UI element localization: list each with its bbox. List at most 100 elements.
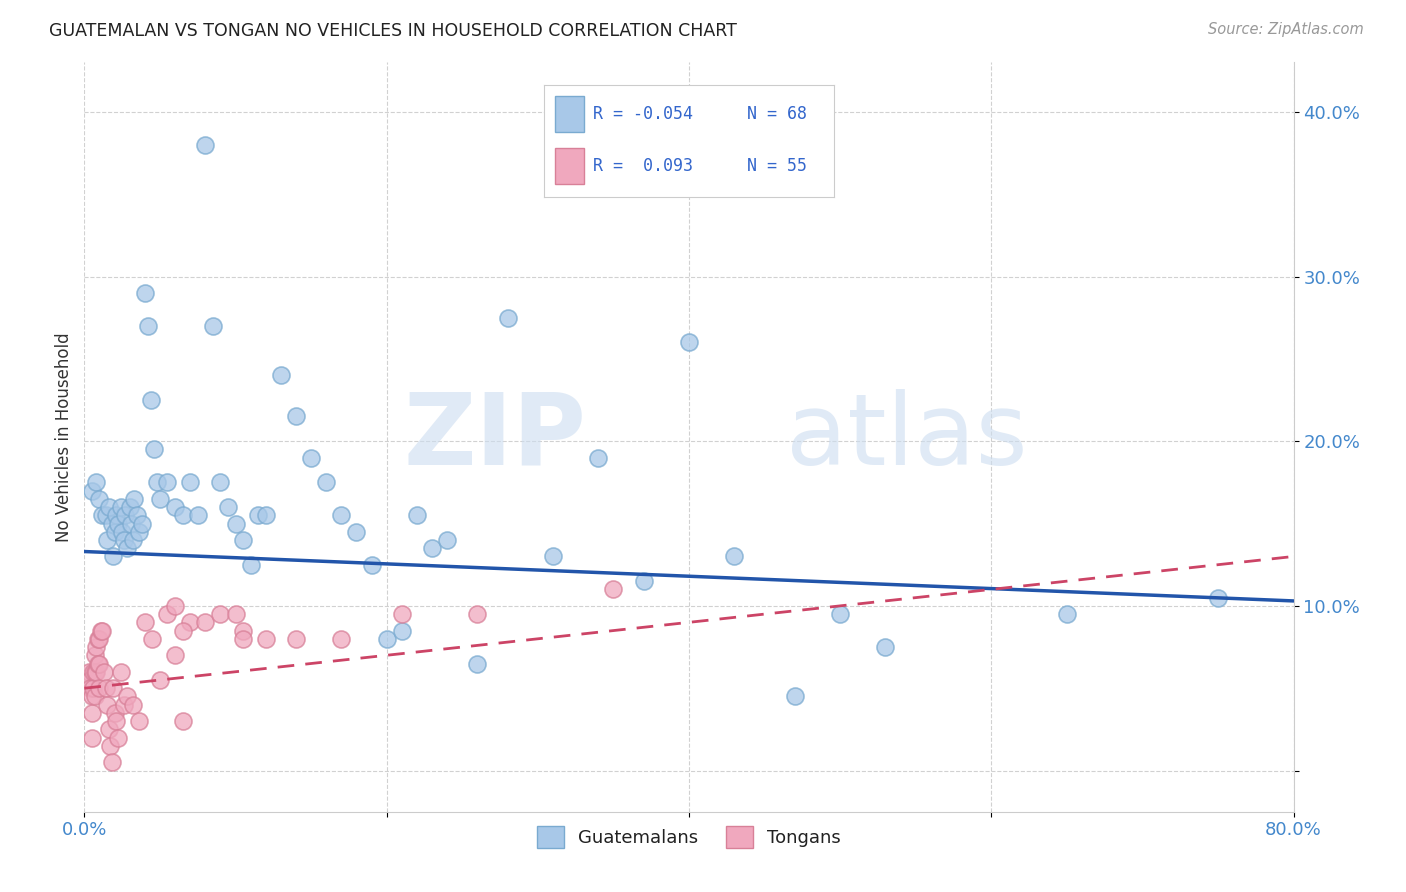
Point: [830, 607, 852, 621]
Text: GUATEMALAN VS TONGAN NO VEHICLES IN HOUSEHOLD CORRELATION CHART: GUATEMALAN VS TONGAN NO VEHICLES IN HOUS…: [49, 22, 737, 40]
Point: [330, 508, 353, 523]
Point: [1206, 591, 1229, 605]
Point: [101, 549, 124, 564]
Point: [187, 508, 209, 523]
Y-axis label: No Vehicles in Household: No Vehicles in Household: [55, 332, 73, 542]
Point: [98, 739, 121, 753]
Point: [360, 558, 382, 572]
Point: [146, 475, 169, 490]
Point: [115, 690, 138, 704]
Point: [201, 318, 224, 333]
Point: [127, 508, 149, 523]
Point: [136, 318, 159, 333]
Point: [149, 673, 172, 687]
Point: [118, 500, 141, 514]
Point: [375, 632, 398, 646]
Point: [86, 640, 108, 654]
Point: [82, 665, 104, 679]
Point: [139, 392, 162, 407]
Point: [121, 533, 143, 547]
Point: [94, 508, 117, 523]
Point: [254, 632, 277, 646]
Point: [77, 665, 100, 679]
Point: [239, 558, 262, 572]
Point: [783, 690, 806, 704]
Point: [93, 665, 115, 679]
Point: [346, 524, 368, 539]
Point: [179, 475, 201, 490]
Point: [330, 632, 353, 646]
Text: Source: ZipAtlas.com: Source: ZipAtlas.com: [1208, 22, 1364, 37]
Point: [84, 648, 107, 663]
Point: [120, 516, 142, 531]
Point: [79, 673, 101, 687]
Point: [97, 500, 120, 514]
Point: [678, 335, 700, 350]
Point: [80, 483, 103, 498]
Point: [156, 607, 179, 621]
Point: [89, 681, 111, 696]
Point: [165, 500, 187, 514]
Point: [420, 541, 443, 556]
Point: [217, 500, 239, 514]
Point: [165, 648, 187, 663]
Point: [104, 524, 127, 539]
Point: [172, 714, 194, 728]
Point: [254, 508, 277, 523]
Point: [87, 657, 110, 671]
Point: [101, 681, 124, 696]
Point: [496, 310, 519, 325]
Point: [112, 698, 135, 712]
Point: [94, 681, 117, 696]
Point: [232, 632, 254, 646]
Point: [100, 516, 122, 531]
Point: [436, 533, 458, 547]
Point: [602, 582, 624, 597]
Point: [467, 607, 489, 621]
Point: [247, 508, 270, 523]
Point: [105, 508, 128, 523]
Point: [89, 491, 111, 506]
Point: [97, 723, 120, 737]
Legend: Guatemalans, Tongans: Guatemalans, Tongans: [530, 819, 848, 855]
Point: [128, 524, 150, 539]
Point: [391, 624, 413, 638]
Point: [90, 624, 112, 638]
Point: [134, 285, 156, 300]
Point: [194, 615, 217, 630]
Point: [588, 450, 610, 465]
Point: [91, 508, 114, 523]
Text: ZIP: ZIP: [404, 389, 586, 485]
Point: [96, 533, 118, 547]
Point: [84, 690, 107, 704]
Point: [633, 574, 655, 589]
Point: [209, 607, 232, 621]
Point: [114, 508, 136, 523]
Point: [91, 624, 114, 638]
Text: atlas: atlas: [786, 389, 1028, 485]
Point: [80, 706, 103, 720]
Point: [875, 640, 897, 654]
Point: [209, 475, 232, 490]
Point: [104, 706, 127, 720]
Point: [299, 450, 322, 465]
Point: [391, 607, 413, 621]
Point: [142, 442, 165, 457]
Point: [172, 624, 194, 638]
Point: [100, 756, 122, 770]
Point: [225, 607, 247, 621]
Point: [225, 516, 247, 531]
Point: [165, 599, 187, 613]
Point: [285, 632, 308, 646]
Point: [128, 714, 150, 728]
Point: [112, 533, 135, 547]
Point: [87, 632, 110, 646]
Point: [467, 657, 489, 671]
Point: [105, 714, 128, 728]
Point: [80, 731, 103, 745]
Point: [156, 475, 179, 490]
Point: [134, 615, 156, 630]
Point: [541, 549, 564, 564]
Point: [270, 368, 292, 383]
Point: [121, 698, 143, 712]
